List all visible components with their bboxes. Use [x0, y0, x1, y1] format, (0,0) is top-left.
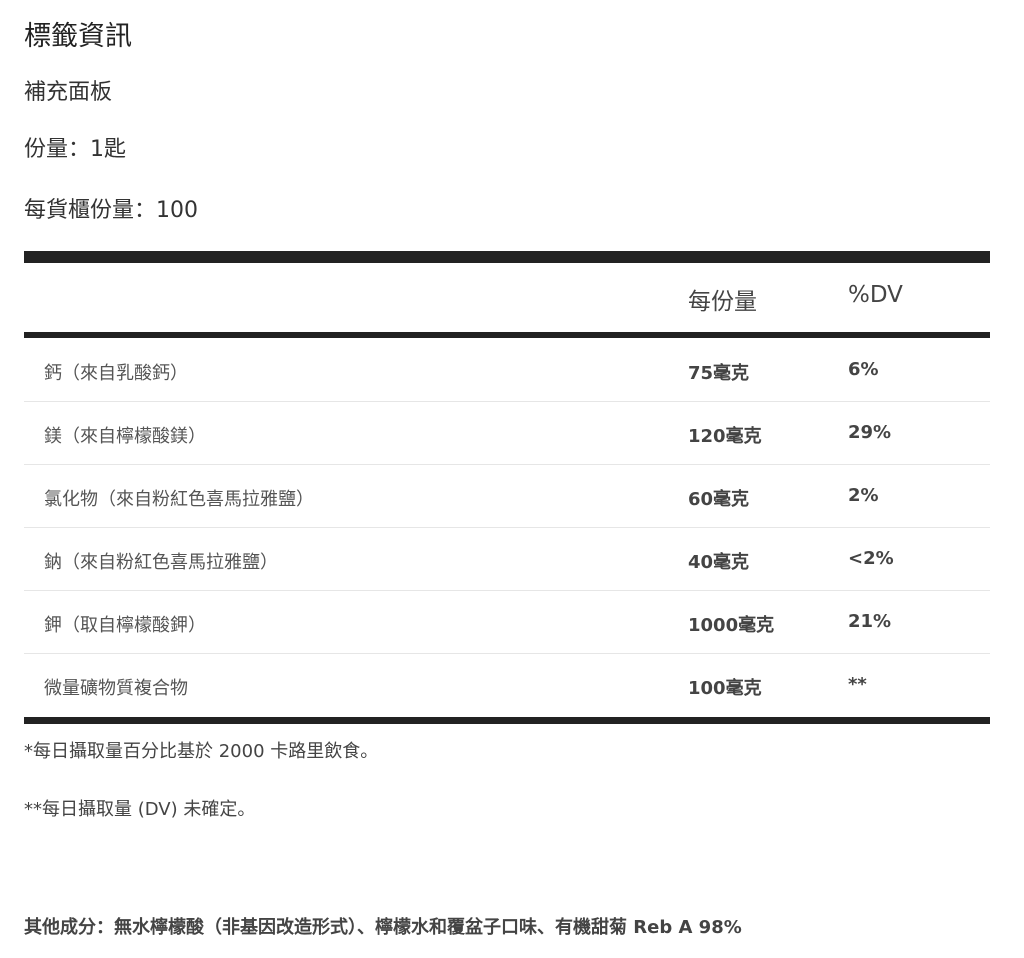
page-title: 標籤資訊: [24, 21, 132, 52]
table-row: 微量礦物質複合物 100毫克 **: [24, 654, 990, 717]
table-row: 鈣（來自乳酸鈣） 75毫克 6%: [24, 339, 990, 402]
nutrient-dv: **: [848, 674, 867, 695]
nutrient-amount: 120毫克: [688, 426, 762, 447]
nutrient-name: 鈣（來自乳酸鈣）: [44, 363, 188, 384]
nutrient-amount: 75毫克: [688, 363, 750, 384]
footnote-dv-undetermined: **每日攝取量 (DV) 未確定。: [24, 799, 256, 820]
nutrient-amount: 60毫克: [688, 489, 750, 510]
footnote-dv-basis: *每日攝取量百分比基於 2000 卡路里飲食。: [24, 741, 379, 762]
table-row: 鈉（來自粉紅色喜馬拉雅鹽） 40毫克 <2%: [24, 528, 990, 591]
table-row: 鎂（來自檸檬酸鎂） 120毫克 29%: [24, 402, 990, 465]
dv-header: %DV: [848, 282, 903, 308]
table-row: 氯化物（來自粉紅色喜馬拉雅鹽） 60毫克 2%: [24, 465, 990, 528]
amount-header: 每份量: [688, 289, 757, 315]
nutrient-amount: 100毫克: [688, 678, 762, 699]
nutrient-dv: 6%: [848, 359, 879, 380]
serving-size: 份量：1匙: [24, 137, 126, 162]
nutrient-dv: 29%: [848, 422, 892, 443]
panel-subtitle: 補充面板: [24, 80, 113, 105]
nutrient-dv: <2%: [848, 548, 894, 569]
table-row: 鉀（取自檸檬酸鉀） 1000毫克 21%: [24, 591, 990, 654]
nutrient-name: 微量礦物質複合物: [44, 678, 188, 699]
servings-per-container: 每貨櫃份量：100: [24, 198, 198, 223]
nutrient-name: 鎂（來自檸檬酸鎂）: [44, 426, 206, 447]
nutrient-name: 鉀（取自檸檬酸鉀）: [44, 615, 206, 636]
nutrient-amount: 1000毫克: [688, 615, 775, 636]
nutrient-name: 氯化物（來自粉紅色喜馬拉雅鹽）: [44, 489, 314, 510]
bottom-divider: [24, 717, 990, 724]
nutrient-dv: 21%: [848, 611, 892, 632]
top-divider: [24, 251, 990, 263]
nutrient-amount: 40毫克: [688, 552, 750, 573]
header-divider: [24, 332, 990, 338]
nutrient-name: 鈉（來自粉紅色喜馬拉雅鹽）: [44, 552, 278, 573]
nutrient-dv: 2%: [848, 485, 879, 506]
other-ingredients: 其他成分：無水檸檬酸（非基因改造形式）、檸檬水和覆盆子口味、有機甜菊 Reb A…: [24, 917, 742, 938]
